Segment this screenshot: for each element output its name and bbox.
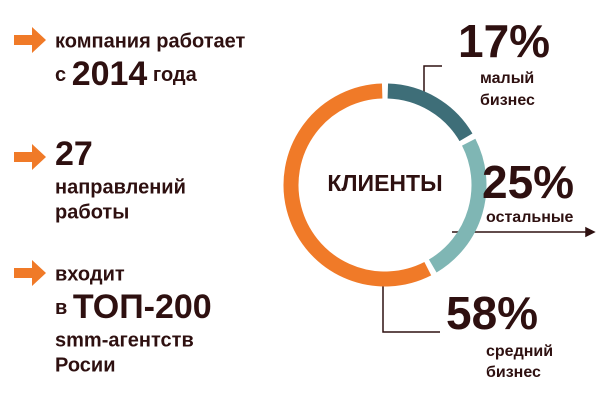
segment-label: остальные: [486, 209, 574, 226]
arrow-icon: [14, 27, 46, 53]
fact-text: Росии: [55, 354, 116, 376]
segment-label: средний: [486, 343, 553, 360]
segment-label: малый: [480, 70, 534, 87]
segment-label: бизнес: [480, 92, 535, 109]
segment-label: бизнес: [486, 364, 541, 381]
leader-arrow: [585, 226, 596, 238]
fact-text: года: [153, 64, 198, 86]
donut-segment: [387, 83, 473, 142]
value-label: 25%: [482, 156, 574, 208]
leader-line: [423, 65, 442, 95]
leader-line: [382, 283, 440, 333]
fact-text: в ТОП-200: [55, 288, 212, 326]
arrows: [14, 27, 46, 286]
donut-segment: [283, 83, 432, 287]
fact-number: 2014: [72, 55, 148, 93]
fact-text: с: [55, 64, 66, 86]
arrow-icon: [14, 260, 46, 286]
value-label: 17%: [458, 15, 550, 67]
fact-text: направлений: [55, 176, 186, 198]
fact-text: с 2014 года: [55, 55, 198, 93]
fact-text: работы: [55, 201, 129, 223]
value-label: 58%: [446, 287, 538, 339]
fact-text: smm-агентств: [55, 329, 194, 351]
center-label: КЛИЕНТЫ: [327, 170, 442, 196]
fact-number: 27: [55, 135, 93, 173]
fact-text: входит: [55, 263, 125, 285]
arrow-icon: [14, 144, 46, 170]
donut-segment: [428, 138, 487, 273]
fact-number: ТОП-200: [73, 288, 212, 326]
fact-text: компания работает: [55, 30, 245, 52]
fact-text: в: [55, 297, 67, 319]
